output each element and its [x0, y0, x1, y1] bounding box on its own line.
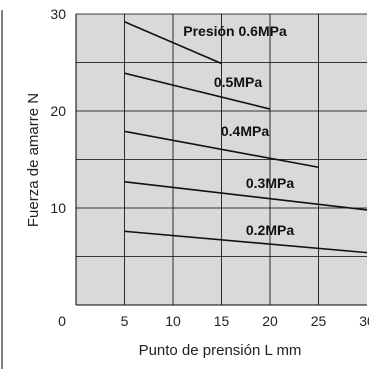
y-axis-title: Fuerza de amarre N [25, 93, 42, 227]
series-line [124, 21, 222, 65]
x-tick-label: 10 [165, 313, 181, 329]
x-tick-label: 5 [121, 313, 129, 329]
series-line [124, 230, 368, 254]
series-line [124, 181, 368, 211]
series-labels: Presión 0.6MPa 0.5MPa 0.4MPa 0.3MPa 0.2MPa [183, 23, 294, 238]
y-tick-labels: 10 20 30 [50, 6, 66, 216]
x-tick-label: 25 [311, 313, 327, 329]
x-tick-labels: 0 5 10 15 20 25 30 [58, 313, 369, 329]
series-label: Presión 0.6MPa [183, 23, 287, 39]
series-line [124, 72, 271, 110]
grid-lines [76, 13, 367, 305]
x-axis-title: Punto de prensión L mm [139, 342, 302, 359]
x-tick-label: 0 [58, 313, 66, 329]
x-tick-label: 30 [359, 313, 369, 329]
series-label: 0.2MPa [246, 222, 294, 238]
y-tick-label: 30 [50, 6, 66, 22]
series-label: 0.3MPa [246, 175, 294, 191]
series-line [124, 130, 319, 169]
x-tick-label: 20 [262, 313, 278, 329]
y-tick-label: 10 [50, 200, 66, 216]
x-tick-label: 15 [214, 313, 230, 329]
series-lines [124, 21, 368, 254]
y-tick-label: 20 [50, 103, 66, 119]
series-label: 0.4MPa [221, 123, 269, 139]
series-label: 0.5MPa [214, 74, 262, 90]
